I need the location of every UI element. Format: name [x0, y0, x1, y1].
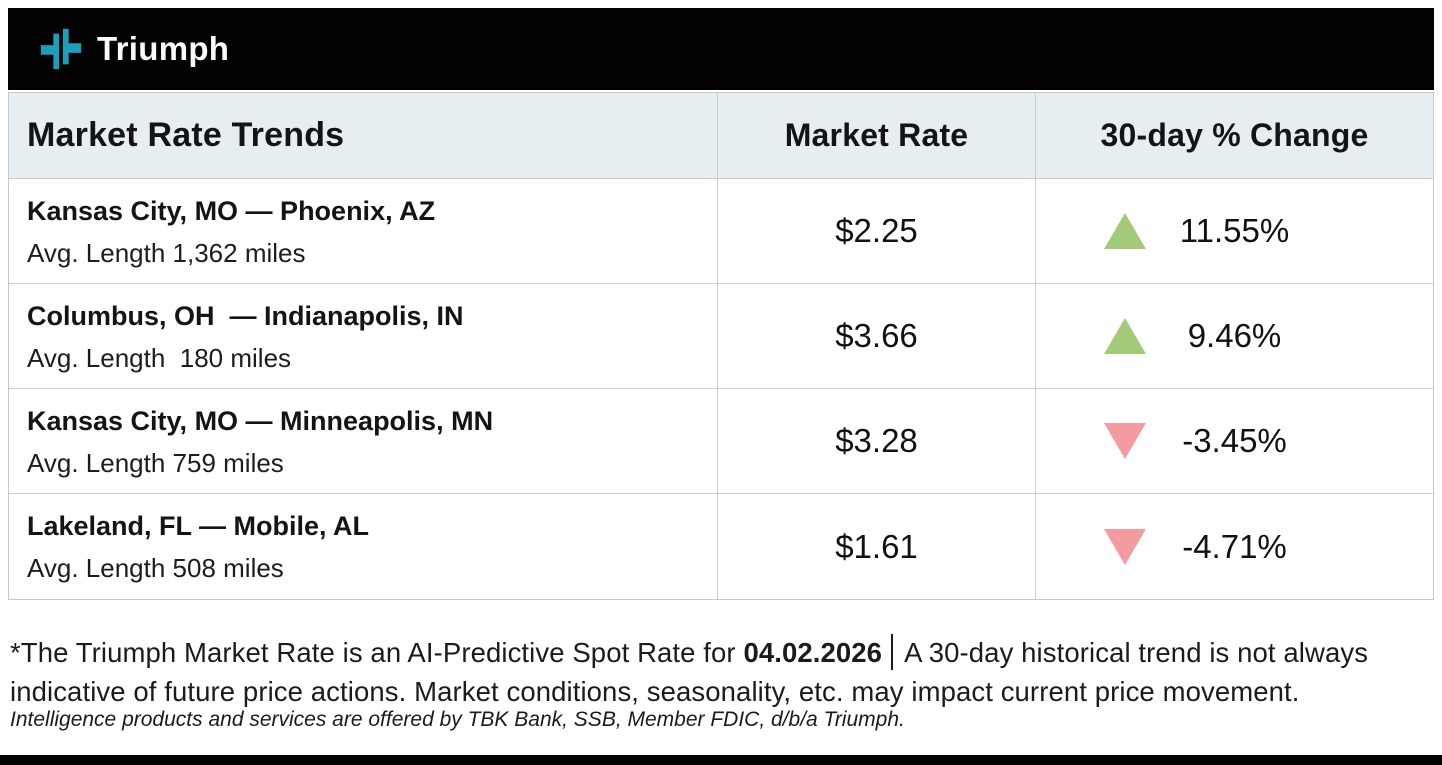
market-rate-value: $1.61: [718, 494, 1036, 599]
trend-up-icon: [1104, 318, 1146, 354]
lane-name: Columbus, OH — Indianapolis, IN: [27, 300, 464, 331]
fdic-disclaimer: Intelligence products and services are o…: [10, 708, 905, 731]
change-cell: 11.55%: [1036, 179, 1433, 284]
trend-down-icon: [1104, 423, 1146, 459]
change-cell: -4.71%: [1036, 494, 1433, 599]
brand-name: Triumph: [97, 30, 230, 67]
change-cell: -3.45%: [1036, 389, 1433, 494]
footnote-text-after-date: A 30-day historical trend is not always …: [10, 637, 1369, 707]
lane-avg-length: Avg. Length 180 miles: [27, 342, 292, 373]
change-percent: -4.71%: [1182, 527, 1287, 565]
footnote-text-before-date: *The Triumph Market Rate is an AI-Predic…: [10, 637, 744, 668]
trend-down-icon: [1104, 528, 1146, 565]
table-row-lane: Columbus, OH — Indianapolis, IN Avg. Len…: [9, 284, 718, 389]
brand-bar: Triumph: [8, 8, 1434, 90]
market-rate-value: $3.66: [718, 284, 1036, 389]
footnote-divider: [891, 634, 894, 670]
footnote-date: 04.02.2026: [743, 637, 883, 668]
lane-avg-length: Avg. Length 759 miles: [27, 447, 284, 478]
trend-up-icon: [1104, 213, 1146, 249]
triumph-cross-icon: [40, 28, 82, 70]
lane-avg-length: Avg. Length 508 miles: [27, 553, 284, 583]
change-percent: 11.55%: [1179, 212, 1290, 249]
footnote: *The Triumph Market Rate is an AI-Predic…: [10, 633, 1434, 711]
table-row-lane: Lakeland, FL — Mobile, AL Avg. Length 50…: [9, 494, 718, 599]
market-rate-value: $2.25: [718, 179, 1036, 284]
change-cell: 9.46%: [1036, 284, 1433, 389]
column-header-30day-change: 30-day % Change: [1036, 93, 1433, 179]
market-rate-table: Market Rate Trends Market Rate 30-day % …: [8, 92, 1434, 600]
table-title: Market Rate Trends: [9, 93, 718, 179]
lane-name: Kansas City, MO — Minneapolis, MN: [27, 405, 494, 436]
lane-avg-length: Avg. Length 1,362 miles: [27, 237, 306, 268]
market-rate-value: $3.28: [718, 389, 1036, 494]
lane-name: Kansas City, MO — Phoenix, AZ: [27, 195, 436, 226]
column-header-market-rate: Market Rate: [718, 93, 1036, 179]
change-percent: 9.46%: [1187, 317, 1282, 354]
table-row-lane: Kansas City, MO — Minneapolis, MN Avg. L…: [9, 389, 718, 494]
change-percent: -3.45%: [1182, 422, 1287, 459]
lane-name: Lakeland, FL — Mobile, AL: [27, 511, 370, 541]
bottom-brand-bar: [0, 755, 1442, 765]
table-row-lane: Kansas City, MO — Phoenix, AZ Avg. Lengt…: [9, 179, 718, 284]
